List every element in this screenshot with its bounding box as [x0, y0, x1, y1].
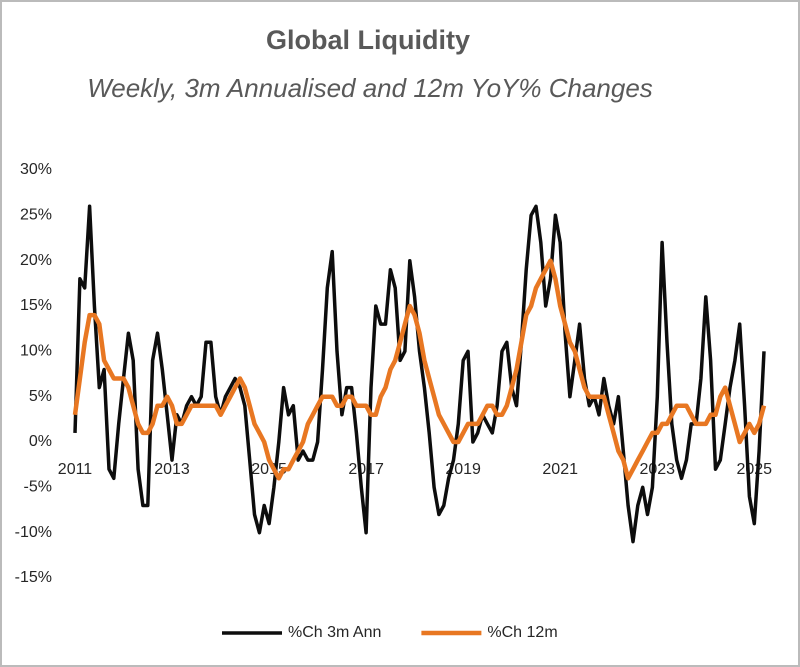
legend-label: %Ch 3m Ann — [288, 624, 381, 641]
y-tick-label: -15% — [15, 569, 52, 586]
chart-title: Global Liquidity — [266, 25, 470, 55]
chart-subtitle: Weekly, 3m Annualised and 12m YoY% Chang… — [87, 73, 653, 103]
series-line — [72, 258, 767, 481]
y-tick-label: 25% — [20, 207, 52, 224]
y-tick-label: 20% — [20, 252, 52, 269]
y-tick-label: 0% — [29, 433, 52, 450]
y-tick-label: 30% — [20, 161, 52, 178]
x-tick-label: 2025 — [736, 461, 772, 478]
x-tick-label: 2021 — [542, 461, 578, 478]
y-tick-label: -10% — [15, 524, 52, 541]
legend-label: %Ch 12m — [487, 624, 557, 641]
x-tick-label: 2019 — [445, 461, 481, 478]
series-line — [73, 204, 766, 544]
legend: %Ch 3m Ann %Ch 12m — [222, 624, 558, 641]
x-tick-label: 2023 — [639, 461, 675, 478]
y-tick-label: 10% — [20, 343, 52, 360]
plot-area: -15% -10% -5% 0% 5% 10% 15% 20% 25% 30% 2011 2013 20… — [15, 161, 773, 586]
y-tick-label: -5% — [24, 479, 52, 496]
x-tick-label: 2013 — [154, 461, 190, 478]
x-tick-label: 2011 — [58, 461, 93, 478]
y-tick-label: 15% — [20, 297, 52, 314]
x-tick-label: 2017 — [348, 461, 384, 478]
y-tick-label: 5% — [29, 388, 52, 405]
